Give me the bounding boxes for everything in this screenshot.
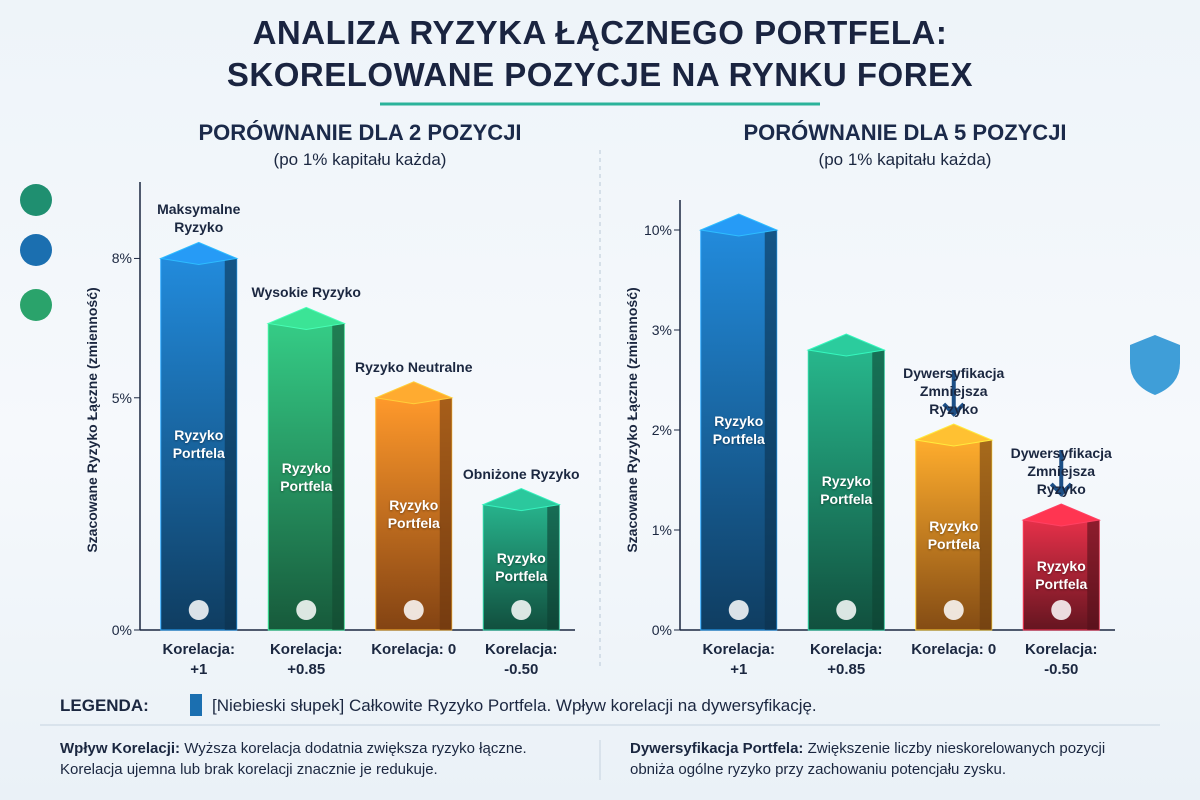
x-tick-label: Korelacja: +1 xyxy=(702,641,776,678)
annotation: Dywersyfikacja Zmniejsza Ryzyko xyxy=(903,365,1005,417)
bar-side xyxy=(439,397,452,630)
annotation: Obniżone Ryzyko xyxy=(462,465,580,482)
bar-label: Ryzyko Portfela xyxy=(280,459,333,494)
bar-top xyxy=(481,488,562,512)
y-tick-label: 8% xyxy=(111,250,132,267)
bar-label: Ryzyko Portfela xyxy=(495,550,548,585)
x-tick-label: Korelacja: 0 xyxy=(371,641,457,658)
chart-subtitle: (po 1% kapitału każda) xyxy=(273,150,447,169)
chart-title: PORÓWNANIE DLA 2 POZYCJI xyxy=(198,120,522,145)
bar-side xyxy=(764,230,777,630)
bar-top xyxy=(1021,503,1102,527)
bar xyxy=(375,397,453,631)
flag-icon xyxy=(943,600,964,620)
bar-top xyxy=(913,423,994,447)
flag-icon xyxy=(728,600,749,620)
note: Wpływ Korelacji: Wyższa korelacja dodatn… xyxy=(60,738,580,780)
flag-icon xyxy=(403,600,424,620)
legend-swatch xyxy=(190,694,202,716)
flag-icon xyxy=(511,600,532,620)
title: SKORELOWANE POZYCJE NA RYNKU FOREX xyxy=(226,56,974,93)
legend-heading: LEGENDA: xyxy=(60,696,149,715)
x-tick-label: Korelacja: +1 xyxy=(162,641,236,678)
shield-icon xyxy=(1130,335,1180,395)
annotation: Maksymalne Ryzyko xyxy=(157,201,241,236)
y-tick-label: 0% xyxy=(651,622,672,638)
annotation: Wysokie Ryzyko xyxy=(251,284,361,301)
chart-title: PORÓWNANIE DLA 5 POZYCJI xyxy=(743,120,1067,145)
bar-side xyxy=(979,440,992,630)
bar xyxy=(700,229,778,631)
y-tick-label: 1% xyxy=(651,522,672,538)
annotation: Dywersyfikacja Zmniejsza Ryzyko xyxy=(1010,445,1112,497)
flag-icon xyxy=(836,600,857,620)
annotation-arrow xyxy=(1049,450,1073,497)
bar xyxy=(807,349,885,631)
note-heading: Wpływ Korelacji: xyxy=(60,740,181,757)
y-tick-label: 2% xyxy=(651,422,672,438)
y-tick-label: 3% xyxy=(651,322,672,338)
icon xyxy=(20,184,52,216)
x-tick-label: Korelacja: +0.85 xyxy=(269,641,343,678)
y-tick-label: 10% xyxy=(643,222,672,238)
icon xyxy=(20,289,52,321)
bar xyxy=(915,439,993,631)
chart-subtitle: (po 1% kapitału każda) xyxy=(818,150,992,169)
x-tick-label: Korelacja: 0 xyxy=(911,641,997,658)
bar-label: Ryzyko Portfela xyxy=(927,518,980,552)
y-tick-label: 0% xyxy=(111,622,132,638)
flag-icon xyxy=(188,600,209,620)
x-tick-label: Korelacja: +0.85 xyxy=(809,641,883,678)
bar-top xyxy=(266,306,347,330)
note-text: Zwiększenie liczby nieskorelowanych pozy… xyxy=(630,740,1106,778)
bar xyxy=(160,257,238,631)
bar-top xyxy=(698,213,779,237)
icon xyxy=(20,234,52,266)
bar-side xyxy=(224,258,237,630)
bar-top xyxy=(158,241,239,265)
title: ANALIZA RYZYKA ŁĄCZNEGO PORTFELA: xyxy=(252,14,948,51)
bar-side xyxy=(872,350,885,630)
note-heading: Dywersyfikacja Portfela: xyxy=(630,740,804,757)
bar-label: Ryzyko Portfela xyxy=(172,427,225,462)
legend-text: [Niebieski słupek] Całkowite Ryzyko Port… xyxy=(212,696,817,715)
y-tick-label: 5% xyxy=(111,389,132,406)
y-axis-label: Szacowane Ryzyko Łączne (zmienność) xyxy=(84,287,100,553)
bar-label: Ryzyko Portfela xyxy=(387,496,440,531)
note: Dywersyfikacja Portfela: Zwiększenie lic… xyxy=(630,738,1150,780)
bar-top xyxy=(373,381,454,405)
x-tick-label: Korelacja: -0.50 xyxy=(1024,641,1098,678)
annotation: Ryzyko Neutralne xyxy=(355,358,473,375)
bar-side xyxy=(547,504,560,630)
note-text: Wyższa korelacja dodatnia zwiększa ryzyk… xyxy=(60,740,527,778)
bar-side xyxy=(332,323,345,630)
flag-icon xyxy=(296,600,317,620)
bar-label: Ryzyko Portfela xyxy=(712,413,765,447)
bar-side xyxy=(1087,520,1100,630)
bar-label: Ryzyko Portfela xyxy=(1035,558,1088,592)
bar-top xyxy=(806,333,887,357)
annotation-arrow xyxy=(942,370,966,417)
bar-label: Ryzyko Portfela xyxy=(820,473,873,507)
x-tick-label: Korelacja: -0.50 xyxy=(484,641,558,678)
flag-icon xyxy=(1051,600,1072,620)
